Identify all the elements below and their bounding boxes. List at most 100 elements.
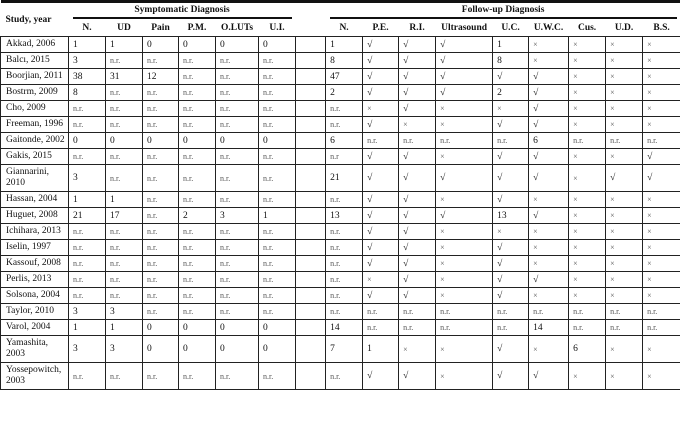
symptomatic-cell: 0: [257, 335, 297, 363]
spacer-header: [295, 0, 326, 20]
study-cell: Cho, 2009: [0, 100, 69, 117]
follow-up-cell: √: [528, 207, 570, 224]
symptomatic-cell: n.r.: [68, 362, 106, 390]
follow-up-cell: ×: [492, 223, 530, 240]
follow-up-cell: n.r.: [435, 132, 494, 149]
follow-up-cell: √: [492, 362, 530, 390]
follow-up-cell: n.r.: [325, 271, 364, 288]
follow-up-cell: ×: [568, 239, 607, 256]
follow-up-cell: √: [528, 84, 570, 101]
follow-up-cell: √: [362, 164, 400, 192]
symptomatic-cell: n.r.: [142, 271, 179, 288]
symptomatic-cell: n.r.: [142, 223, 179, 240]
follow-up-cell: n.r.: [435, 319, 494, 336]
study-cell: Yossepowitch, 2003: [0, 362, 69, 390]
follow-up-cell: √: [492, 68, 530, 85]
follow-up-cell: n.r.: [492, 319, 530, 336]
follow-up-cell: ×: [642, 223, 680, 240]
follow-up-column-header: P.E.: [372, 23, 389, 33]
symptomatic-cell: n.r.: [257, 116, 297, 133]
symptomatic-cell: n.r.: [215, 68, 259, 85]
symptomatic-cell: n.r.: [215, 287, 259, 304]
follow-up-cell: √: [398, 68, 437, 85]
symptomatic-cell: 8: [68, 84, 106, 101]
follow-up-cell: ×: [528, 36, 570, 53]
table-row: Taylor, 2010 3 3 n.r. n.r. n.r. n.r. n.r. n.r. n.…: [0, 303, 680, 320]
follow-up-cell: ×: [435, 271, 494, 288]
spacer-cell: [295, 116, 327, 133]
symptomatic-cell: n.r.: [215, 116, 259, 133]
follow-up-cell: √: [362, 223, 400, 240]
follow-up-cell: 1: [362, 335, 400, 363]
symptomatic-cell: n.r.: [142, 239, 179, 256]
follow-up-cell: √: [362, 191, 400, 208]
symptomatic-cell: 0: [257, 132, 297, 149]
follow-up-cell: ×: [492, 100, 530, 117]
follow-up-cell: 8: [492, 52, 530, 69]
symptomatic-cell: n.r.: [215, 148, 259, 165]
follow-up-cell: ×: [568, 255, 607, 272]
study-cell: Solsona, 2004: [0, 287, 69, 304]
follow-up-cell: √: [492, 271, 530, 288]
symptomatic-cell: n.r.: [257, 223, 297, 240]
follow-up-cell: n.r.: [528, 303, 570, 320]
symptomatic-cell: 38: [68, 68, 106, 85]
symptomatic-cell: 17: [105, 207, 143, 224]
symptomatic-cell: n.r.: [142, 191, 179, 208]
symptomatic-cell: n.r.: [68, 239, 106, 256]
follow-up-cell: ×: [642, 255, 680, 272]
follow-up-cell: n.r.: [362, 319, 400, 336]
table-row: Kassouf, 2008 n.r. n.r. n.r. n.r. n.r. n.r. n.r…: [0, 255, 680, 272]
spacer-cell: [295, 303, 327, 320]
symptomatic-column-header: O.LUTs: [220, 23, 254, 33]
symptomatic-cell: n.r.: [178, 287, 216, 304]
symptomatic-cell: 0: [68, 132, 106, 149]
symptomatic-cell: n.r.: [257, 191, 297, 208]
symptomatic-column-header: P.M.: [187, 23, 207, 33]
follow-up-cell: √: [642, 164, 680, 192]
follow-up-cell: ×: [528, 255, 570, 272]
symptomatic-cell: 0: [215, 132, 259, 149]
symptomatic-cell: 3: [68, 303, 106, 320]
spacer-cell: [295, 100, 327, 117]
symptomatic-cell: n.r.: [142, 164, 179, 192]
follow-up-cell: n.r.: [398, 303, 437, 320]
follow-up-cell: 6: [568, 335, 607, 363]
follow-up-cell: √: [492, 191, 530, 208]
follow-up-cell: ×: [435, 335, 494, 363]
follow-up-cell: ×: [642, 116, 680, 133]
symptomatic-cell: n.r.: [142, 362, 179, 390]
symptomatic-cell: n.r.: [68, 100, 106, 117]
study-year-header: Study, year: [0, 0, 69, 37]
follow-up-cell: ×: [605, 100, 644, 117]
symptomatic-cell: n.r.: [178, 362, 216, 390]
table-row: Boorjian, 2011 38 31 12 n.r. n.r. n.r. 47 √ √ √ √ √ ×…: [0, 68, 680, 85]
follow-up-cell: √: [362, 255, 400, 272]
symptomatic-cell: n.r.: [257, 52, 297, 69]
follow-up-cell: 47: [325, 68, 364, 85]
symptomatic-cell: 0: [257, 36, 297, 53]
symptomatic-cell: n.r.: [178, 223, 216, 240]
follow-up-cell: √: [492, 255, 530, 272]
symptomatic-cell: 0: [142, 36, 179, 53]
study-cell: Taylor, 2010: [0, 303, 69, 320]
symptomatic-cell: n.r.: [68, 223, 106, 240]
follow-up-cell: ×: [605, 36, 644, 53]
follow-up-cell: ×: [642, 362, 680, 390]
symptomatic-cell: 1: [68, 319, 106, 336]
follow-up-cell: ×: [642, 287, 680, 304]
follow-up-cell: √: [398, 84, 437, 101]
spacer-cell: [295, 362, 327, 390]
symptomatic-cell: n.r.: [178, 303, 216, 320]
symptomatic-cell: 0: [257, 319, 297, 336]
follow-up-cell: ×: [435, 239, 494, 256]
follow-up-cell: ×: [568, 164, 607, 192]
follow-up-cell: √: [528, 68, 570, 85]
symptomatic-cell: n.r.: [142, 84, 179, 101]
symptomatic-cell: n.r.: [257, 287, 297, 304]
symptomatic-cell: n.r.: [105, 271, 143, 288]
follow-up-cell: ×: [642, 52, 680, 69]
symptomatic-cell: n.r.: [215, 362, 259, 390]
symptomatic-cell: n.r.: [105, 100, 143, 117]
symptomatic-cell: n.r.: [257, 164, 297, 192]
